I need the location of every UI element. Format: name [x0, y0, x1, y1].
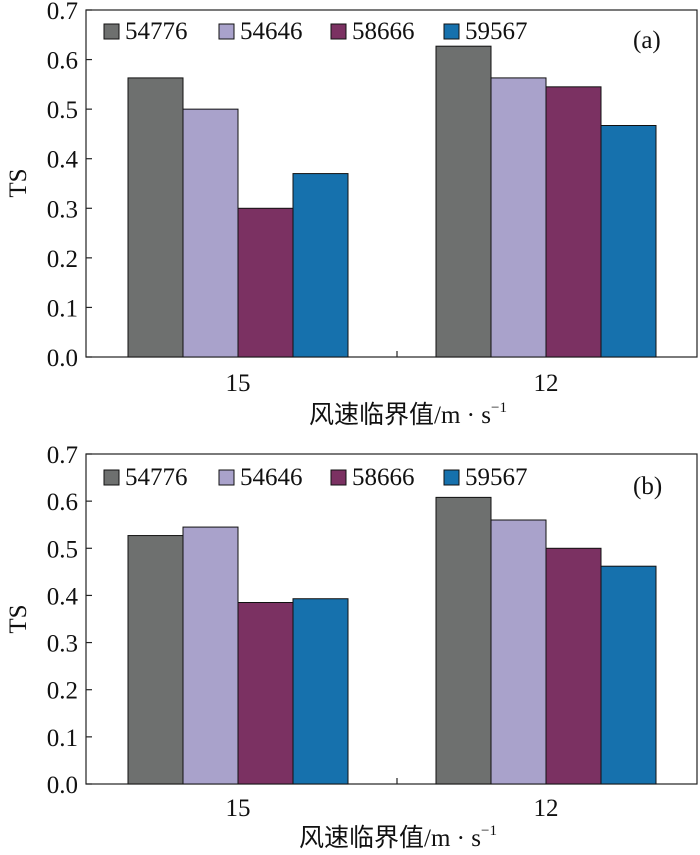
bar-54776-15 — [127, 77, 184, 358]
x-axis-title-main-a: 风速临界值/m · s — [309, 401, 491, 429]
panel-label-a: (a) — [633, 27, 661, 54]
plot-frame-a — [85, 9, 698, 358]
y-axis-title-b: TS — [5, 604, 32, 633]
x-axis-title-sup-b: −1 — [481, 823, 497, 839]
panel-label-b: (b) — [633, 473, 662, 500]
y-tick-label: 0.6 — [47, 48, 78, 75]
x-axis-title-b: 风速临界值/m · s−1 — [299, 823, 497, 852]
x-category-label: 15 — [226, 795, 251, 822]
legend-swatch-54646 — [218, 23, 235, 40]
y-tick-label: 0.4 — [47, 583, 79, 610]
legend-label-54646: 54646 — [240, 18, 303, 45]
legend-swatch-58666 — [330, 469, 347, 486]
bar-54646-15 — [182, 108, 239, 358]
plot-frame-b — [85, 453, 698, 785]
bar-58666-15 — [237, 602, 294, 785]
bar-58666-12 — [545, 86, 602, 358]
bar-59567-15 — [292, 173, 349, 358]
legend-label-59567: 59567 — [465, 18, 528, 45]
y-tick-label: 0.6 — [47, 489, 78, 516]
x-axis-title-main-b: 风速临界值/m · s — [299, 824, 481, 852]
y-tick-label: 0.5 — [47, 536, 78, 563]
legend-label-59567: 59567 — [465, 464, 528, 491]
legend-swatch-54776 — [103, 469, 120, 486]
bar-58666-15 — [237, 207, 294, 358]
y-tick-label: 0.4 — [47, 147, 79, 174]
bar-54776-15 — [127, 535, 184, 785]
bar-54776-12 — [435, 496, 492, 785]
x-axis-title-a: 风速临界值/m · s−1 — [309, 400, 507, 429]
bar-54646-12 — [490, 519, 547, 785]
legend-swatch-54646 — [218, 469, 235, 486]
y-tick-label: 0.2 — [47, 678, 78, 705]
legend-label-54646: 54646 — [240, 464, 303, 491]
bar-54646-15 — [182, 526, 239, 785]
legend-swatch-59567 — [443, 23, 460, 40]
y-tick-label: 0.7 — [47, 0, 78, 25]
bar-59567-15 — [292, 598, 349, 785]
legend-swatch-59567 — [443, 469, 460, 486]
y-tick-label: 0.3 — [47, 196, 78, 223]
y-tick-label: 0.0 — [47, 345, 78, 372]
y-tick-label: 0.0 — [47, 772, 78, 799]
bar-59567-12 — [600, 565, 657, 785]
x-category-label: 15 — [226, 370, 251, 397]
y-tick-label: 0.1 — [47, 295, 78, 322]
legend-label-54776: 54776 — [125, 18, 188, 45]
bar-54776-12 — [435, 45, 492, 358]
y-axis-title-a: TS — [5, 168, 32, 197]
y-tick-label: 0.2 — [47, 246, 78, 273]
legend-swatch-58666 — [330, 23, 347, 40]
legend-label-58666: 58666 — [352, 18, 415, 45]
legend-swatch-54776 — [103, 23, 120, 40]
chart-panel-b: (b) TS 风速临界值/m · s−1 0.0 0.1 0.2 0.3 0.4 0.5 0… — [5, 442, 698, 852]
legend-label-58666: 58666 — [352, 464, 415, 491]
bar-59567-12 — [600, 125, 657, 358]
bar-58666-12 — [545, 547, 602, 785]
x-category-label: 12 — [534, 795, 559, 822]
x-axis-title-sup-a: −1 — [491, 400, 507, 416]
legend-label-54776: 54776 — [125, 464, 188, 491]
bar-54646-12 — [490, 77, 547, 358]
y-tick-label: 0.7 — [47, 442, 78, 469]
chart-panel-a: (a) TS 风速临界值/m · s−1 0.0 0.1 0.2 0.3 0.4 0.5 0… — [5, 0, 698, 429]
y-tick-label: 0.3 — [47, 631, 78, 658]
x-category-label: 12 — [534, 370, 559, 397]
y-tick-label: 0.1 — [47, 725, 78, 752]
y-tick-label: 0.5 — [47, 97, 78, 124]
